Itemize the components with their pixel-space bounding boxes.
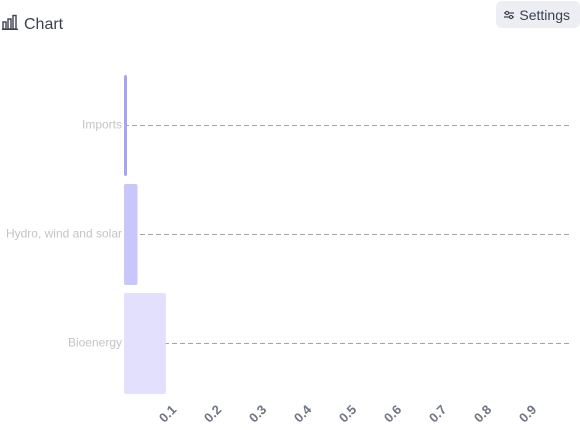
chart-title-group: Chart xyxy=(2,14,63,35)
y-tick-label: Bioenergy xyxy=(68,336,122,350)
y-tick-label: Hydro, wind and solar xyxy=(6,227,122,241)
page-title: Chart xyxy=(24,15,64,33)
x-tick-label: 0.1 xyxy=(156,402,179,425)
bar-imports xyxy=(124,75,127,176)
chart-header: Chart Settings xyxy=(0,0,580,48)
x-tick-label: 0.2 xyxy=(201,402,224,425)
bar-chart-icon xyxy=(2,14,18,35)
bar-bioenergy xyxy=(124,293,166,394)
x-tick-label: 0.7 xyxy=(426,402,449,425)
y-tick-label: Imports xyxy=(82,118,122,132)
x-tick-label: 0.8 xyxy=(471,402,494,425)
x-tick-label: 0.3 xyxy=(246,402,269,425)
settings-button-label: Settings xyxy=(519,6,570,23)
settings-button[interactable]: Settings xyxy=(496,1,580,28)
x-tick-label: 0.5 xyxy=(336,402,359,425)
bar-hydro-wind-and-solar xyxy=(124,184,138,285)
sliders-icon xyxy=(504,7,515,23)
x-tick-label: 0.9 xyxy=(516,402,539,425)
x-tick-label: 0.6 xyxy=(381,402,404,425)
x-tick-label: 0.4 xyxy=(291,401,315,425)
